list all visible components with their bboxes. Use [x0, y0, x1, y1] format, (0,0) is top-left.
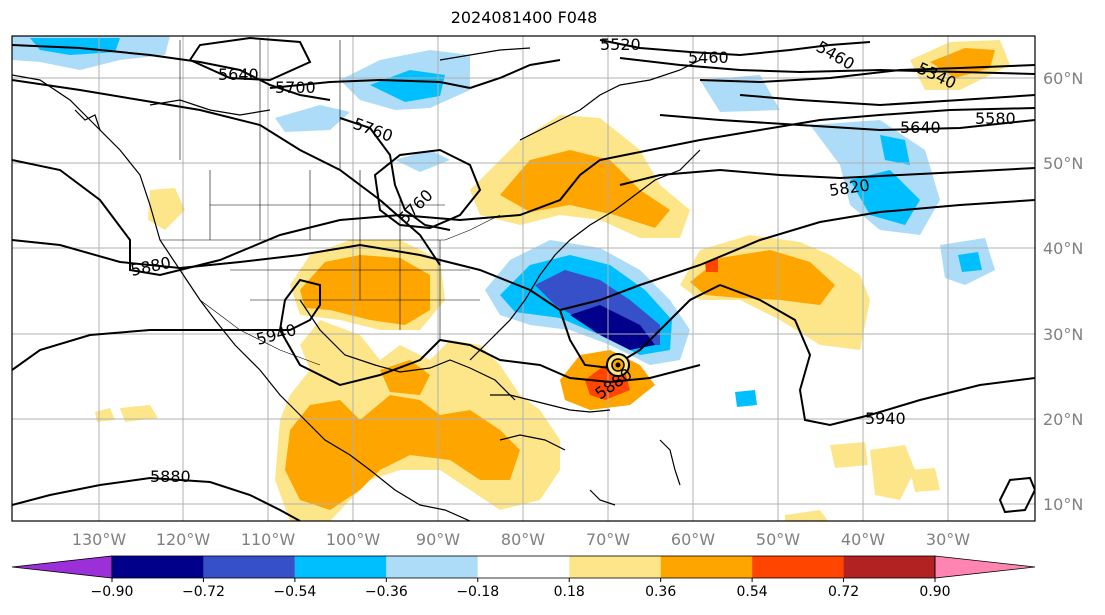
contour-label: 5940: [865, 409, 906, 428]
colorbar-swatch: [660, 556, 753, 578]
lon-label: 90°W: [416, 530, 460, 549]
colorbar: −0.90 −0.72 −0.54 −0.36 −0.18 0.18 0.36 0.54 0.7…: [11, 555, 1036, 600]
map-title: 2024081400 F048: [450, 8, 598, 27]
lon-label: 40°W: [841, 530, 885, 549]
contour-label: 5640: [218, 65, 259, 84]
colorbar-swatch: [386, 556, 478, 578]
colorbar-swatch: [569, 556, 661, 578]
lon-label: 80°W: [501, 530, 545, 549]
lon-label: 30°W: [926, 530, 970, 549]
colorbar-tick-label: −0.36: [365, 584, 408, 600]
colorbar-tick-label: −0.90: [91, 584, 134, 600]
colorbar-swatch: [843, 556, 935, 578]
graticule: [12, 36, 1035, 521]
contour-label: 5460: [688, 48, 729, 67]
lat-label: 30°N: [1043, 325, 1083, 344]
colorbar-tick-label: 0.36: [645, 584, 676, 600]
contour-label: 5580: [975, 109, 1016, 128]
lat-label: 40°N: [1043, 239, 1083, 258]
colorbar-extend-low: [11, 555, 113, 579]
hurricane-marker: [606, 353, 630, 377]
coastlines: [12, 47, 701, 521]
colorbar-frame: [111, 555, 936, 579]
map-frame: [11, 35, 1036, 522]
colorbar-tick-label: 0.54: [737, 584, 768, 600]
colorbar-swatch: [752, 556, 844, 578]
colorbar-tick-label: 0.18: [554, 584, 585, 600]
lat-label: 50°N: [1043, 154, 1083, 173]
colorbar-extend-high: [934, 555, 1036, 579]
lon-label: 100°W: [326, 530, 381, 549]
colorbar-tick-label: 0.72: [828, 584, 859, 600]
colorbar-tick-label: −0.54: [273, 584, 316, 600]
colorbar-tick-label: −0.18: [456, 584, 499, 600]
lat-label: 60°N: [1043, 69, 1083, 88]
contour-label: 5880: [150, 467, 191, 486]
lon-label: 130°W: [72, 530, 127, 549]
longitude-labels: 130°W 120°W 110°W 100°W 90°W 80°W 70°W 6…: [72, 530, 970, 549]
contour-label: 5700: [275, 78, 316, 97]
lat-label: 20°N: [1043, 410, 1083, 429]
lon-label: 70°W: [586, 530, 630, 549]
colorbar-tick-label: −0.72: [182, 584, 225, 600]
colorbar-tick-label: 0.90: [919, 584, 950, 600]
latitude-labels: 60°N 50°N 40°N 30°N 20°N 10°N: [1043, 69, 1083, 514]
contour-label: 5520: [600, 35, 641, 54]
colorbar-swatch: [477, 556, 570, 578]
lon-label: 50°W: [756, 530, 800, 549]
colorbar-swatch: [112, 556, 204, 578]
colorbar-swatch: [203, 556, 295, 578]
lon-label: 110°W: [241, 530, 296, 549]
lon-label: 60°W: [671, 530, 715, 549]
lat-label: 10°N: [1043, 495, 1083, 514]
lon-label: 120°W: [156, 530, 211, 549]
colorbar-swatch: [294, 556, 387, 578]
contour-label: 5640: [900, 118, 941, 137]
